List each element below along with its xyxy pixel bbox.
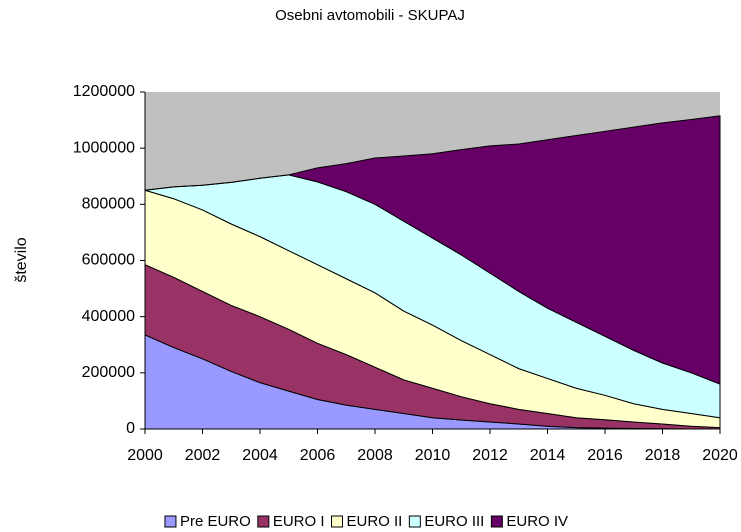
x-tick-label: 2004	[242, 447, 278, 464]
x-tick-label: 2012	[472, 447, 508, 464]
x-tick-label: 2000	[127, 447, 163, 464]
legend-swatch	[164, 515, 177, 528]
legend-swatch	[257, 515, 270, 528]
x-tick-label: 2016	[587, 447, 623, 464]
y-tick-label: 1200000	[73, 83, 135, 100]
y-tick-label: 200000	[82, 364, 135, 381]
legend-label: EURO III	[424, 513, 484, 530]
y-tick-label: 0	[126, 420, 135, 437]
x-tick-label: 2008	[357, 447, 393, 464]
legend-label: Pre EURO	[180, 513, 251, 530]
legend-label: EURO IV	[506, 513, 568, 530]
y-tick-label: 1000000	[73, 139, 135, 156]
legend-label: EURO I	[273, 513, 325, 530]
y-tick-label: 400000	[82, 308, 135, 325]
y-tick-label: 600000	[82, 252, 135, 269]
x-tick-label: 2014	[530, 447, 566, 464]
legend-swatch	[490, 515, 503, 528]
x-tick-label: 2010	[415, 447, 451, 464]
chart-title: Osebni avtomobili - SKUPAJ	[275, 7, 465, 24]
x-tick-label: 2018	[645, 447, 681, 464]
y-axis-label: število	[13, 237, 30, 282]
legend: Pre EURO EURO I EURO II EURO III EURO IV	[164, 513, 568, 530]
x-tick-label: 2020	[702, 447, 738, 464]
legend-label: EURO II	[347, 513, 403, 530]
x-tick-label: 2002	[185, 447, 221, 464]
area	[144, 115, 721, 385]
y-tick-label: 800000	[82, 196, 135, 213]
legend-swatch	[331, 515, 343, 528]
x-tick-label: 2006	[300, 447, 336, 464]
legend-swatch	[408, 515, 421, 528]
